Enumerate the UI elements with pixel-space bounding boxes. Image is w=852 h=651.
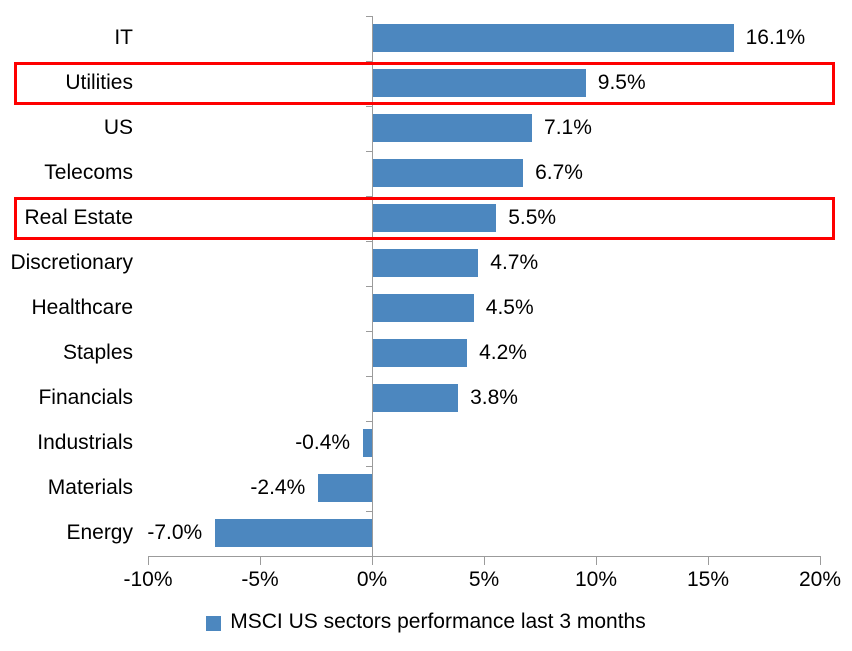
y-axis-tick xyxy=(366,465,372,467)
y-axis-tick xyxy=(366,150,372,152)
y-axis-tick xyxy=(366,60,372,62)
category-label: Healthcare xyxy=(31,296,133,319)
bar xyxy=(363,429,372,457)
value-label: 7.1% xyxy=(544,116,592,139)
category-label: Industrials xyxy=(37,431,133,454)
y-axis-tick xyxy=(366,330,372,332)
x-axis-tick xyxy=(260,555,261,565)
category-label: US xyxy=(103,116,133,139)
value-label: 3.8% xyxy=(470,386,518,409)
legend-marker-icon xyxy=(206,615,222,631)
x-tick-label: 5% xyxy=(468,567,500,591)
y-axis-tick xyxy=(366,420,372,422)
category-label: Utilities xyxy=(65,71,133,94)
bar xyxy=(373,294,474,322)
x-axis-tick xyxy=(820,555,821,565)
category-label: IT xyxy=(114,26,133,49)
x-axis-tick xyxy=(596,555,597,565)
x-tick-label: 10% xyxy=(574,567,618,591)
bar xyxy=(373,114,533,142)
bar xyxy=(373,339,468,367)
bar xyxy=(373,204,497,232)
value-label: 4.2% xyxy=(479,341,527,364)
y-axis-tick xyxy=(366,195,372,197)
y-axis-tick xyxy=(366,240,372,242)
x-tick-label: 0% xyxy=(356,567,388,591)
bar xyxy=(373,69,586,97)
x-axis-tick xyxy=(484,555,485,565)
bar xyxy=(373,384,459,412)
highlight-box xyxy=(14,196,835,240)
x-axis-tick xyxy=(148,555,149,565)
y-axis-tick xyxy=(366,105,372,107)
value-label: 16.1% xyxy=(745,26,806,49)
plot-area: IT 16.1% Utilities 9.5% US 7.1% Telecoms 6.7% Re… xyxy=(10,15,842,591)
legend: MSCI US sectors performance last 3 month… xyxy=(0,610,852,634)
category-label: Staples xyxy=(62,341,133,364)
value-label: 4.5% xyxy=(485,296,534,319)
category-label: Discretionary xyxy=(10,251,133,274)
x-tick-label: -5% xyxy=(241,567,279,591)
bar xyxy=(318,474,372,502)
x-tick-label: 15% xyxy=(686,567,730,591)
value-label: -7.0% xyxy=(147,521,203,544)
y-axis-line xyxy=(372,15,373,556)
y-axis-tick xyxy=(366,375,372,377)
category-label: Telecoms xyxy=(44,161,133,184)
bar xyxy=(373,24,734,52)
bar xyxy=(373,159,524,187)
y-axis-tick xyxy=(366,510,372,512)
y-axis-tick xyxy=(366,285,372,287)
y-axis-tick xyxy=(366,15,372,17)
legend-label: MSCI US sectors performance last 3 month… xyxy=(230,610,646,633)
value-label: -2.4% xyxy=(250,476,306,499)
bar xyxy=(373,249,479,277)
highlight-box xyxy=(14,61,835,105)
value-label: 4.7% xyxy=(490,251,539,274)
bar xyxy=(215,519,372,547)
x-axis-tick xyxy=(372,555,373,565)
category-label: Materials xyxy=(47,476,133,499)
x-axis-tick xyxy=(708,555,709,565)
category-label: Financials xyxy=(38,386,133,409)
category-label: Real Estate xyxy=(24,206,133,229)
value-label: 9.5% xyxy=(597,71,646,94)
category-label: Energy xyxy=(66,521,133,544)
y-axis-tick xyxy=(366,555,372,557)
x-tick-label: -10% xyxy=(123,567,173,591)
value-label: 5.5% xyxy=(508,206,557,229)
value-label: -0.4% xyxy=(295,431,351,454)
value-label: 6.7% xyxy=(535,161,583,184)
x-tick-label: 20% xyxy=(798,567,842,591)
